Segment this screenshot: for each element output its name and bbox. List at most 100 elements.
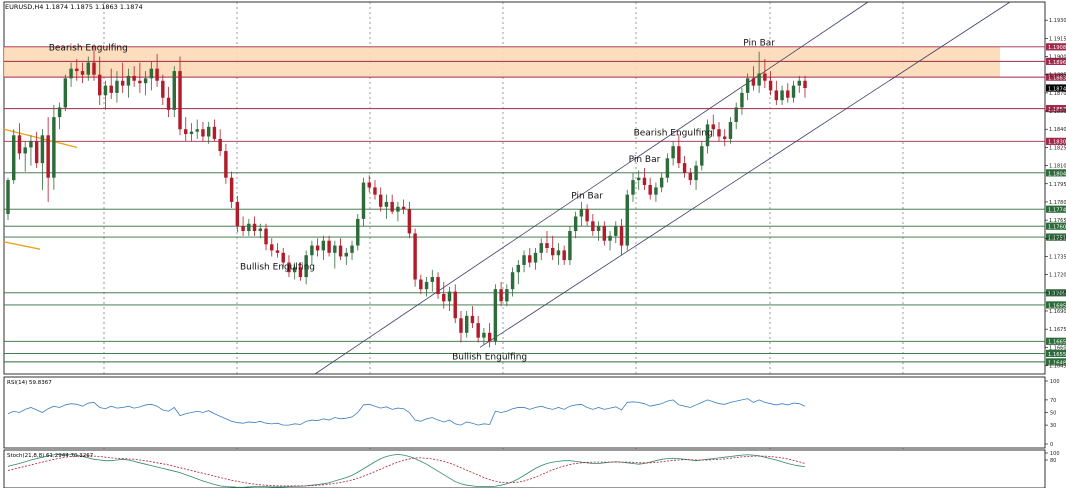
resistance-level-tag-label: 1.1830 xyxy=(1048,140,1066,146)
pattern-annotation: Bearish Engulfing xyxy=(634,128,713,138)
stoch-level-label: 80 xyxy=(1050,458,1056,464)
current-price-label: 1.1874 xyxy=(1048,86,1066,92)
bull-candle xyxy=(310,245,314,256)
rsi-level-label: 100 xyxy=(1050,379,1060,385)
bear-candle xyxy=(528,255,532,263)
bear-candle xyxy=(109,85,113,93)
bull-candle xyxy=(625,194,629,246)
bull-candle xyxy=(103,85,108,96)
bear-candle xyxy=(786,90,790,98)
bear-candle xyxy=(241,226,245,232)
support-level-tag-label: 1.1648 xyxy=(1048,360,1066,366)
price-tick-label: 1.1690 xyxy=(1049,309,1066,315)
support-level-tag xyxy=(1046,233,1066,241)
support-level-tag xyxy=(1046,289,1066,297)
bull-candle xyxy=(52,117,56,178)
bear-candle xyxy=(459,318,463,333)
price-tick-label: 1.1795 xyxy=(1049,182,1066,188)
bear-candle xyxy=(442,294,446,302)
bear-candle xyxy=(46,135,50,178)
stoch-frame xyxy=(3,449,1046,488)
bull-candle xyxy=(258,228,263,232)
bear-candle xyxy=(550,247,555,256)
price-tick-label: 1.1705 xyxy=(1049,291,1066,297)
resistance-level-tag xyxy=(1046,73,1066,81)
bull-candle xyxy=(396,206,400,212)
bull-candle xyxy=(659,177,664,188)
bull-candle xyxy=(344,252,349,257)
price-tick-label: 1.1645 xyxy=(1049,364,1066,370)
bear-candle xyxy=(138,80,142,84)
price-tick-label: 1.1750 xyxy=(1049,236,1066,242)
bear-candle xyxy=(682,163,687,173)
horizontal-levels-layer xyxy=(4,46,1045,363)
bear-candle xyxy=(591,221,595,232)
bull-candle xyxy=(424,281,429,290)
bear-candle xyxy=(275,250,280,253)
price-axis[interactable]: 1.1908 1.1896 1.1883 1.1857 1.1830 1.1804 1.17… xyxy=(1045,18,1066,370)
bull-candle xyxy=(350,245,354,253)
bear-candle xyxy=(229,177,234,202)
bear-candle xyxy=(751,78,756,86)
bear-candle xyxy=(281,252,285,263)
bear-candle xyxy=(378,194,383,207)
bull-candle xyxy=(143,78,148,84)
support-level-tag xyxy=(1046,349,1066,358)
bull-candle xyxy=(482,332,486,338)
support-level-tag-label: 1.1695 xyxy=(1048,303,1066,309)
bear-candle xyxy=(711,124,715,130)
bear-candle xyxy=(499,289,503,302)
price-tick-label: 1.1930 xyxy=(1049,18,1066,24)
bull-candle xyxy=(464,315,469,333)
support-level-tag xyxy=(1046,205,1066,213)
bear-candle xyxy=(298,267,303,278)
bear-candle xyxy=(338,245,343,257)
bull-candle xyxy=(430,277,435,282)
bear-candle xyxy=(476,323,480,338)
bull-candle xyxy=(596,226,601,232)
support-level-tag-label: 1.1804 xyxy=(1048,171,1066,177)
bull-candle xyxy=(608,235,612,241)
support-level-tag-label: 1.1760 xyxy=(1048,225,1066,231)
bear-candle xyxy=(723,136,727,139)
rsi-frame xyxy=(3,376,1046,449)
price-tick-label: 1.1780 xyxy=(1049,200,1066,206)
bull-candle xyxy=(757,73,761,86)
bear-candle xyxy=(270,244,274,251)
symbol-title: EURUSD,H4 1.1874 1.1875 1.1863 1.1874 xyxy=(5,3,143,11)
pattern-annotation: Bearish Engulfing xyxy=(49,44,128,54)
bear-candle xyxy=(92,62,96,75)
bear-candle xyxy=(401,206,406,210)
bull-candle xyxy=(745,78,750,93)
bear-candle xyxy=(120,80,125,86)
channel-lower-line xyxy=(479,1,1011,348)
pattern-annotation: Pin Bar xyxy=(743,39,775,49)
bull-candle xyxy=(195,129,199,132)
pattern-annotation: Pin Bar xyxy=(571,191,603,201)
orange-trendline-lower xyxy=(3,241,41,250)
bull-candle xyxy=(700,146,704,166)
bull-candle xyxy=(361,182,366,219)
bear-candle xyxy=(155,68,159,81)
bear-candle xyxy=(768,80,773,91)
bull-candle xyxy=(797,80,801,86)
orange-trendline-upper xyxy=(3,128,78,149)
bear-candle xyxy=(98,74,102,96)
bull-candle xyxy=(671,146,675,159)
bull-candle xyxy=(29,141,33,148)
resistance-level-tag-label: 1.1883 xyxy=(1048,76,1066,82)
price-tick-label: 1.1870 xyxy=(1049,91,1066,97)
bull-candle xyxy=(149,68,154,79)
rsi-level-label: 50 xyxy=(1050,411,1056,417)
bear-candle xyxy=(132,75,136,81)
bear-candle xyxy=(413,233,417,280)
resistance-zone-layer xyxy=(4,46,1000,78)
resistance-level-tag xyxy=(1046,43,1066,51)
bull-candle xyxy=(636,177,641,181)
resistance-level-tag xyxy=(1046,105,1066,113)
bull-candle xyxy=(23,147,27,154)
bear-candle xyxy=(34,141,39,164)
bull-candle xyxy=(12,135,16,181)
trendlines-layer xyxy=(3,1,1011,375)
